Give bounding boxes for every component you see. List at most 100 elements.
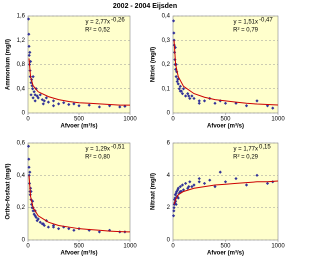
data-point: [192, 183, 196, 187]
x-tick-label: 1000: [271, 117, 285, 123]
data-point: [176, 186, 180, 190]
x-axis-label: Afvoer (m³/s): [207, 123, 244, 130]
data-point: [178, 84, 182, 88]
r-squared: R² = 0,52: [85, 28, 111, 34]
data-point: [181, 87, 186, 91]
x-tick-label: 500: [220, 244, 231, 250]
data-point: [87, 103, 91, 107]
data-point: [178, 89, 182, 93]
data-point: [41, 222, 45, 226]
data-point: [97, 105, 101, 109]
data-point: [33, 99, 37, 103]
x-tick-label: 1000: [123, 244, 137, 250]
data-point: [172, 206, 176, 210]
y-tick-label: 0,2: [17, 205, 26, 211]
plot-area: [27, 15, 131, 114]
plot-area: [172, 142, 279, 241]
y-tick-label: 0: [167, 238, 171, 244]
y-tick-label: 2: [167, 205, 171, 211]
y-axis-label: Ortho-fosfaat (mg/l): [6, 164, 12, 220]
x-tick-label: 0: [26, 244, 30, 250]
data-point: [208, 178, 212, 182]
x-tick-label: 1000: [123, 117, 137, 123]
data-point: [213, 185, 217, 189]
y-tick-label: 1,2: [17, 38, 26, 44]
data-point: [190, 185, 194, 189]
data-point: [26, 144, 31, 148]
figure-title: 2002 - 2004 Eijsden: [113, 3, 177, 10]
data-point: [38, 93, 42, 97]
data-point: [184, 94, 188, 98]
data-point: [190, 94, 194, 98]
x-axis-label: Afvoer (m³/s): [60, 250, 97, 257]
data-point: [57, 227, 61, 231]
data-point: [33, 93, 37, 97]
data-point: [180, 92, 185, 96]
data-point: [174, 202, 178, 207]
data-point: [244, 183, 249, 187]
data-point: [197, 101, 201, 105]
fit-line: [173, 40, 279, 106]
x-tick-label: 0: [171, 117, 175, 123]
data-point: [178, 189, 182, 194]
data-point: [223, 101, 228, 105]
y-tick-label: 6: [167, 141, 171, 147]
y-axis-label: Ammonium (mg/l): [6, 39, 12, 90]
data-point: [29, 81, 33, 85]
y-tick-label: 0,4: [17, 86, 26, 92]
data-point: [38, 220, 42, 224]
data-point: [77, 104, 81, 108]
data-point: [172, 38, 176, 42]
r-squared: R² = 0,79: [233, 28, 259, 34]
y-tick-label: 0,4: [17, 173, 26, 179]
data-point: [72, 228, 76, 232]
data-point: [174, 75, 178, 79]
data-point: [187, 94, 191, 98]
data-point: [31, 75, 35, 79]
fit-line: [173, 180, 279, 205]
data-point: [31, 209, 35, 213]
equation-exponent: -0,47: [259, 18, 273, 24]
data-point: [41, 102, 45, 106]
data-point: [36, 217, 40, 221]
data-point: [51, 223, 56, 228]
r-squared: R² = 0,80: [85, 155, 111, 161]
x-tick-label: 500: [220, 117, 231, 123]
x-tick-label: 0: [26, 117, 30, 123]
data-point: [72, 102, 76, 106]
data-point: [27, 53, 31, 58]
data-point: [30, 84, 34, 88]
data-point: [213, 101, 217, 105]
data-point: [192, 96, 196, 101]
y-tick-label: 4: [167, 173, 171, 179]
data-point: [184, 181, 188, 186]
data-point: [42, 99, 46, 103]
data-point: [188, 180, 192, 184]
equation-exponent: 0,15: [259, 145, 271, 151]
data-point: [186, 92, 190, 96]
y-tick-label: 1,6: [17, 14, 26, 20]
data-point: [178, 185, 182, 189]
data-point: [171, 19, 176, 23]
data-point: [27, 157, 31, 161]
data-point: [44, 96, 48, 100]
data-point: [265, 181, 270, 186]
data-point: [40, 98, 44, 102]
data-point: [172, 209, 176, 213]
data-point: [234, 176, 238, 181]
y-axis-label: Nitraat (mg/l): [151, 173, 157, 210]
data-point: [202, 181, 207, 186]
y-tick-label: 0,3: [162, 38, 171, 44]
data-point: [118, 105, 122, 109]
data-point: [28, 50, 32, 54]
fit-line: [28, 175, 131, 233]
data-point: [28, 170, 32, 174]
data-point: [67, 227, 71, 231]
equation: y = 1,51x: [233, 20, 258, 26]
data-point: [175, 79, 179, 84]
data-point: [62, 101, 66, 105]
data-point: [271, 106, 275, 110]
x-tick-label: 1000: [271, 244, 285, 250]
y-tick-label: 0,6: [17, 141, 26, 147]
data-point: [31, 96, 35, 100]
